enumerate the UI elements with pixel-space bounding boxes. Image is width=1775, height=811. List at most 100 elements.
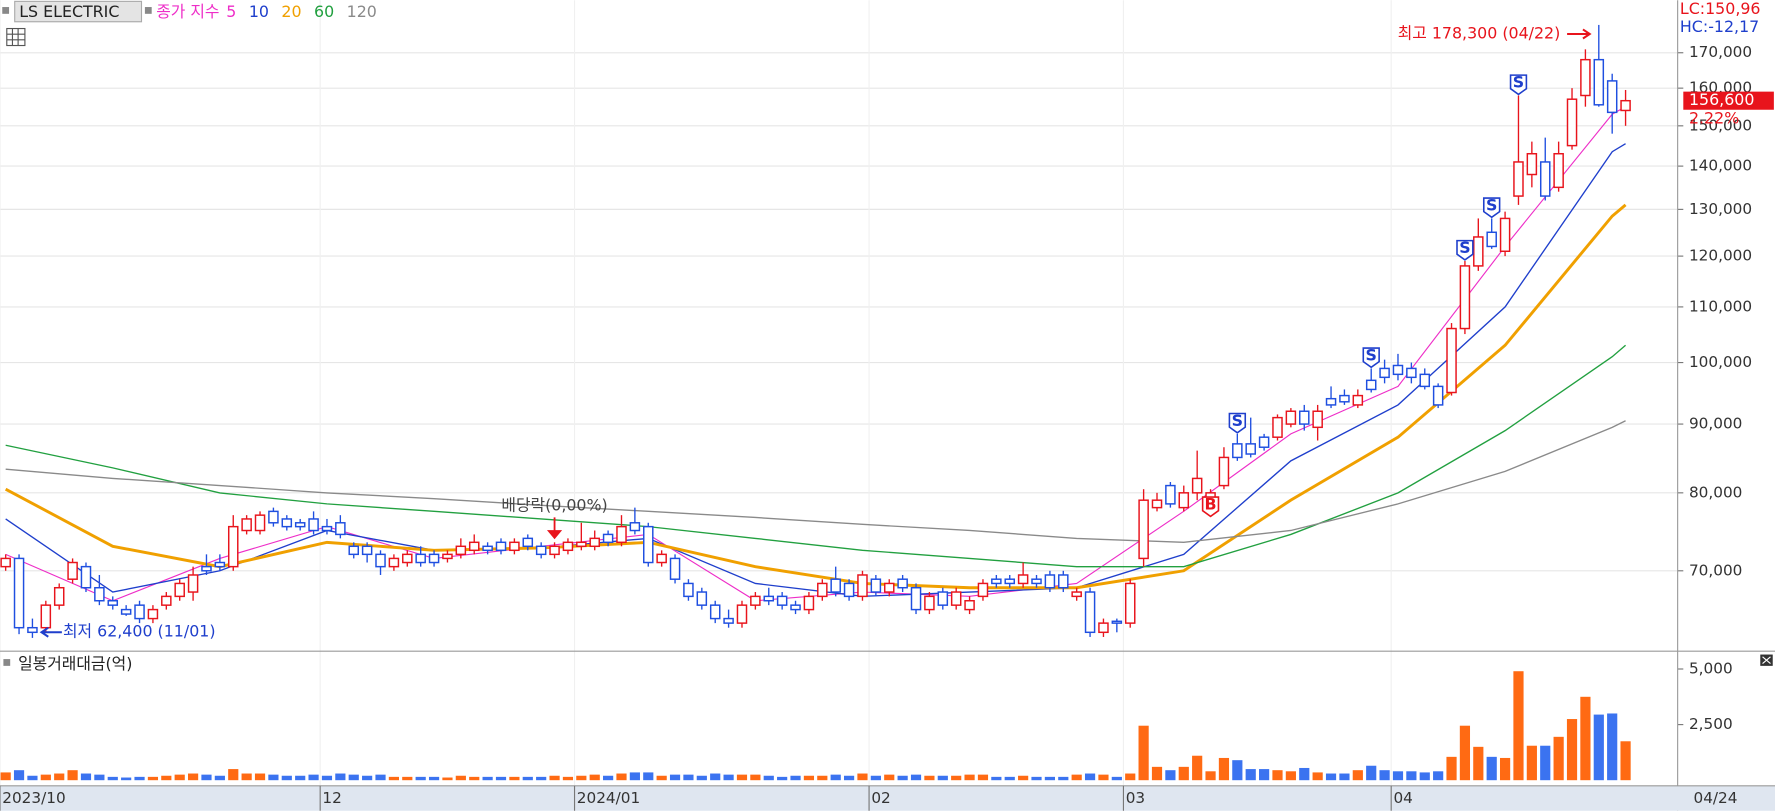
candle-body (241, 518, 252, 532)
x-tick-label: 04 (1393, 789, 1412, 807)
volume-bar (536, 776, 547, 781)
candle-body (227, 525, 239, 568)
candle-body (991, 578, 1002, 585)
candle-body (468, 541, 480, 552)
candle-body (602, 533, 614, 544)
volume-bar (161, 775, 172, 781)
volume-bar (281, 775, 292, 781)
volume-bar (80, 773, 92, 781)
candle-body (1325, 397, 1337, 406)
volume-bar (549, 775, 560, 781)
symbol: LS ELECTRIC (19, 2, 119, 21)
candle-body (1138, 499, 1149, 560)
signal-marker (1509, 74, 1528, 96)
volume-bar (27, 775, 38, 781)
volume-bar (683, 774, 694, 781)
volume-bar (54, 773, 65, 781)
candle-body (883, 582, 895, 593)
table-icon[interactable] (6, 27, 26, 47)
candle-body (1058, 574, 1069, 589)
volume-bar (991, 776, 1002, 781)
low-arrow (39, 626, 62, 638)
candle-body (897, 578, 908, 589)
y-tick-label: 140,000 (1689, 157, 1752, 175)
change-label: 2.22% (1689, 108, 1739, 127)
candle-body (1473, 236, 1484, 267)
volume-bar (1325, 773, 1337, 781)
close-icon (1762, 656, 1771, 665)
menu-icon[interactable] (2, 7, 10, 14)
x-tick-label: 2023/10 (2, 789, 65, 807)
volume-bar (428, 776, 440, 781)
volume-tick-label: 2,500 (1689, 715, 1733, 733)
volume-bar (67, 770, 78, 781)
candle-layer (0, 24, 1631, 638)
candle-body (1218, 456, 1230, 487)
volume-bar (415, 776, 426, 781)
y-tick-label: 150,000 (1689, 116, 1752, 134)
volume-bar (1459, 725, 1471, 781)
candle-body (268, 510, 279, 524)
candle-body (1446, 327, 1457, 394)
volume-bar (1205, 771, 1216, 781)
volume-bar (388, 776, 399, 781)
volume-bar (937, 775, 948, 781)
candle-body (107, 600, 119, 606)
candle-body (442, 553, 453, 560)
candle-body (1392, 364, 1404, 376)
candle-body (1071, 591, 1082, 598)
signal-marker (1362, 347, 1380, 369)
volume-bar (402, 776, 413, 781)
volume-bar (616, 773, 627, 781)
x-tick-label: 04/24 (1693, 789, 1737, 807)
candle-body (335, 522, 346, 536)
candle-body (1151, 499, 1163, 509)
candle-body (321, 525, 333, 532)
candle-body (1191, 477, 1203, 494)
volume-bar (94, 774, 105, 781)
volume-bar (1272, 770, 1283, 781)
volume-bar (803, 775, 815, 781)
volume-bar (228, 769, 239, 781)
candle-body (750, 595, 761, 606)
volume-bar (1111, 776, 1122, 781)
candle-body (1178, 492, 1190, 509)
volume-bar (442, 777, 453, 781)
candle-body (1606, 80, 1618, 114)
candle-body (308, 518, 319, 532)
symbol-box[interactable] (14, 0, 143, 23)
candle-body (977, 582, 989, 598)
volume-bar (897, 775, 908, 781)
volume-bar (147, 776, 159, 781)
candle-body (53, 586, 65, 606)
signal-marker (1228, 412, 1247, 434)
candle-body (843, 582, 855, 598)
volume-bar (562, 776, 574, 781)
candle-body (857, 574, 868, 598)
candle-body (214, 561, 226, 568)
volume-bar (107, 776, 118, 781)
volume-bar (857, 773, 868, 781)
volume-icon (3, 659, 11, 666)
y-tick-label: 80,000 (1689, 483, 1742, 501)
candle-body (388, 557, 400, 568)
candle-body (482, 545, 493, 552)
volume-bar (723, 774, 734, 781)
candle-body (562, 541, 574, 552)
candle-body (495, 541, 507, 552)
candle-body (1299, 410, 1310, 425)
volume-bar (669, 774, 681, 781)
volume-bar (1138, 725, 1149, 781)
signal-label: B (1205, 495, 1217, 514)
volume-bar (1339, 773, 1350, 781)
volume-bar (1232, 760, 1243, 781)
signal-label: S (1486, 195, 1497, 214)
volume-bar (522, 776, 533, 781)
y-tick-label: 170,000 (1689, 43, 1752, 61)
candle-body (1285, 410, 1297, 425)
candle-body (1539, 161, 1551, 197)
candle-body (910, 586, 922, 611)
candle-body (1553, 152, 1564, 189)
volume-bar (977, 774, 989, 781)
